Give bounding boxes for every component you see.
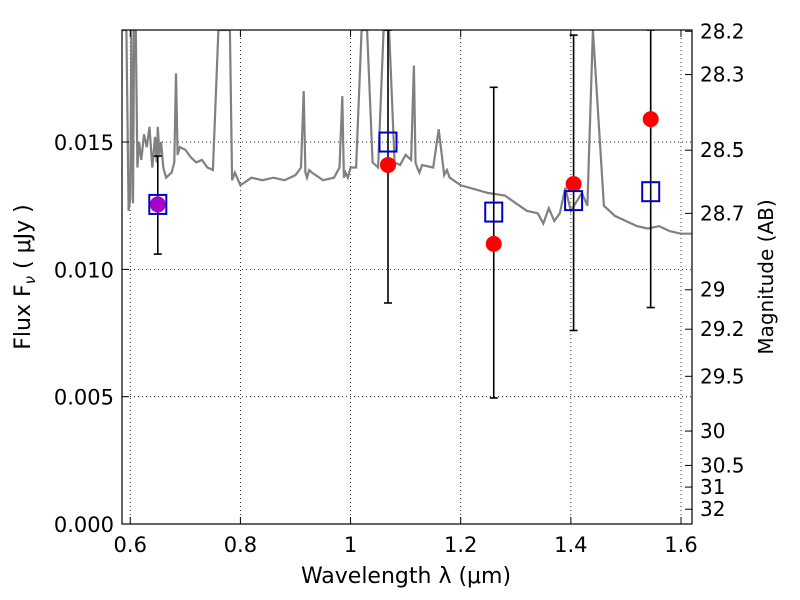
observed-point: [565, 176, 582, 193]
observed-point: [485, 235, 502, 252]
y-tick-label: 0.010: [54, 258, 114, 282]
right-axis-label: Magnitude (AB): [754, 199, 778, 354]
right-tick-label: 28.7: [700, 201, 745, 225]
y-tick-label: 0.000: [54, 513, 114, 537]
observed-point: [149, 196, 166, 213]
x-tick-label: 0.6: [114, 533, 147, 557]
model-point: [148, 193, 168, 215]
model-point: [484, 201, 504, 223]
plot-frame: [121, 29, 693, 525]
y-tick-label: 0.015: [54, 131, 114, 155]
right-tick-label: 29: [700, 278, 725, 302]
y-axis-label-main: Flux F: [11, 284, 36, 349]
right-tick-label: 29.2: [700, 317, 745, 341]
y-axis-label: Flux Fν ( μJy ): [11, 204, 39, 349]
model-points: [148, 131, 661, 223]
right-tick-label: 29.5: [700, 364, 745, 388]
right-tick-label: 28.5: [700, 138, 745, 162]
right-tick-label: 28.3: [700, 63, 745, 87]
y-axis-label-unit: ( μJy ): [11, 204, 36, 276]
right-tick-label: 28.2: [700, 19, 745, 43]
x-tick-label: 1.2: [444, 533, 477, 557]
right-tick-label: 30.5: [700, 453, 745, 477]
model-point: [641, 181, 661, 203]
x-axis-ticks: 0.6 0.8 1 1.2 1.4 1.6: [114, 30, 698, 557]
model-point: [564, 190, 584, 212]
right-tick-label: 31: [700, 475, 725, 499]
x-tick-label: 1: [344, 533, 357, 557]
x-tick-label: 1.6: [664, 533, 697, 557]
x-axis-label: Wavelength λ (μm): [301, 564, 511, 589]
x-tick-label: 1.4: [554, 533, 587, 557]
y-axis-label-subscript: ν: [21, 276, 39, 284]
x-tick-label: 0.8: [224, 533, 257, 557]
model-spectrum-line: [122, 30, 692, 235]
right-tick-label: 30: [700, 419, 725, 443]
y-tick-label: 0.005: [54, 386, 114, 410]
observed-points: [149, 111, 659, 252]
observed-point: [642, 111, 659, 128]
right-tick-label: 32: [700, 497, 725, 521]
y-axis-ticks: 0.000 0.005 0.010 0.015: [54, 131, 129, 537]
model-point: [378, 131, 398, 153]
observed-point: [380, 156, 396, 173]
